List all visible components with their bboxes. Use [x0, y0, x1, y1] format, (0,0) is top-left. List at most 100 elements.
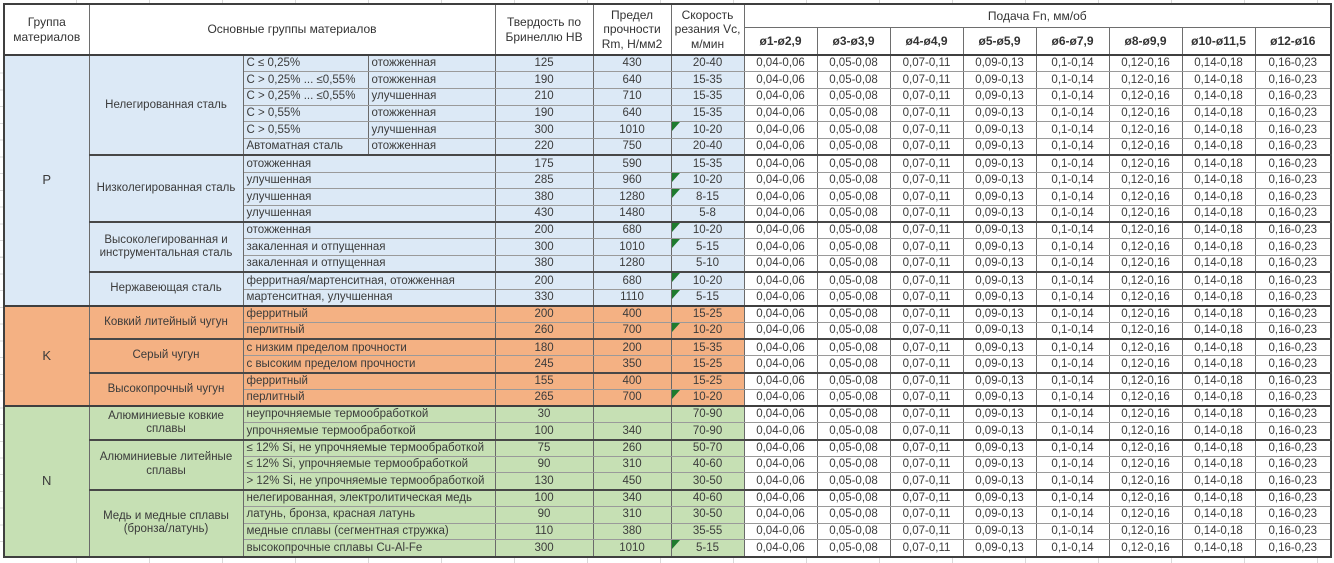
feed-value-cell[interactable]: 0,1-0,14 — [1035, 472, 1110, 491]
feed-value-cell[interactable]: 0,14-0,18 — [1181, 438, 1256, 457]
feed-value-cell[interactable]: 0,05-0,08 — [816, 138, 891, 156]
feed-value-cell[interactable]: 0,16-0,23 — [1254, 171, 1332, 190]
col-header-feed[interactable]: Подача Fn, мм/об — [743, 3, 1332, 28]
feed-value-cell[interactable]: 0,04-0,06 — [743, 54, 818, 73]
feed-value-cell[interactable]: 0,1-0,14 — [1035, 505, 1110, 524]
material-desc-cell[interactable]: ≤ 12% Si, упрочняемые термообработкой — [242, 455, 496, 474]
feed-value-cell[interactable]: 0,09-0,13 — [962, 388, 1037, 407]
feed-value-cell[interactable]: 0,09-0,13 — [962, 221, 1037, 240]
feed-value-cell[interactable]: 0,14-0,18 — [1181, 104, 1256, 123]
feed-value-cell[interactable]: 0,1-0,14 — [1035, 71, 1110, 89]
feed-value-cell[interactable]: 0,07-0,11 — [889, 104, 964, 123]
feed-value-cell[interactable]: 0,04-0,06 — [743, 405, 818, 424]
feed-value-cell[interactable]: 0,05-0,08 — [816, 405, 891, 424]
diameter-column-header[interactable]: ø8-ø9,9 — [1108, 26, 1183, 56]
feed-value-cell[interactable]: 0,09-0,13 — [962, 304, 1037, 323]
hardness-value-cell[interactable]: 90 — [494, 505, 594, 524]
speed-value-cell[interactable]: 5-15 — [670, 288, 745, 307]
material-desc-cell[interactable]: с низким пределом прочности — [242, 338, 496, 357]
material-desc-cell[interactable]: упрочняемые термообработкой — [242, 422, 496, 441]
feed-value-cell[interactable]: 0,12-0,16 — [1108, 238, 1183, 257]
feed-value-cell[interactable]: 0,05-0,08 — [816, 171, 891, 190]
hardness-value-cell[interactable]: 75 — [494, 438, 594, 457]
feed-value-cell[interactable]: 0,04-0,06 — [743, 255, 818, 273]
feed-value-cell[interactable]: 0,16-0,23 — [1254, 288, 1332, 307]
strength-value-cell[interactable]: 1480 — [592, 204, 672, 223]
feed-value-cell[interactable]: 0,04-0,06 — [743, 455, 818, 474]
feed-value-cell[interactable]: 0,05-0,08 — [816, 104, 891, 123]
material-desc-cell[interactable]: медные сплавы (сегментная стружка) — [242, 522, 496, 541]
hardness-value-cell[interactable]: 245 — [494, 355, 594, 374]
feed-value-cell[interactable]: 0,07-0,11 — [889, 121, 964, 140]
feed-value-cell[interactable]: 0,04-0,06 — [743, 138, 818, 156]
strength-value-cell[interactable]: 350 — [592, 355, 672, 374]
material-desc-cell[interactable]: ферритный — [242, 304, 496, 323]
feed-value-cell[interactable]: 0,05-0,08 — [816, 288, 891, 307]
hardness-value-cell[interactable]: 380 — [494, 188, 594, 206]
feed-value-cell[interactable]: 0,05-0,08 — [816, 154, 891, 173]
speed-value-cell[interactable]: 30-50 — [670, 505, 745, 524]
strength-value-cell[interactable]: 1010 — [592, 121, 672, 140]
hardness-value-cell[interactable]: 180 — [494, 338, 594, 357]
feed-value-cell[interactable]: 0,05-0,08 — [816, 422, 891, 441]
feed-value-cell[interactable]: 0,14-0,18 — [1181, 388, 1256, 407]
feed-value-cell[interactable]: 0,09-0,13 — [962, 87, 1037, 106]
feed-value-cell[interactable]: 0,05-0,08 — [816, 121, 891, 140]
feed-value-cell[interactable]: 0,14-0,18 — [1181, 204, 1256, 223]
feed-value-cell[interactable]: 0,16-0,23 — [1254, 388, 1332, 407]
col-header-material-group[interactable]: Группа материалов — [3, 3, 90, 56]
hardness-value-cell[interactable]: 200 — [494, 271, 594, 290]
speed-value-cell[interactable]: 15-25 — [670, 355, 745, 374]
feed-value-cell[interactable]: 0,12-0,16 — [1108, 87, 1183, 106]
speed-value-cell[interactable]: 10-20 — [670, 271, 745, 290]
feed-value-cell[interactable]: 0,1-0,14 — [1035, 405, 1110, 424]
feed-value-cell[interactable]: 0,14-0,18 — [1181, 371, 1256, 390]
feed-value-cell[interactable]: 0,16-0,23 — [1254, 455, 1332, 474]
feed-value-cell[interactable]: 0,04-0,06 — [743, 171, 818, 190]
feed-value-cell[interactable]: 0,09-0,13 — [962, 422, 1037, 441]
material-desc-cell[interactable]: мартенситная, улучшенная — [242, 288, 496, 307]
subgroup-name-cell[interactable]: Алюминиевые литейные сплавы — [88, 438, 244, 491]
feed-value-cell[interactable]: 0,07-0,11 — [889, 238, 964, 257]
hardness-value-cell[interactable]: 100 — [494, 488, 594, 507]
feed-value-cell[interactable]: 0,04-0,06 — [743, 204, 818, 223]
feed-value-cell[interactable]: 0,14-0,18 — [1181, 171, 1256, 190]
feed-value-cell[interactable]: 0,12-0,16 — [1108, 54, 1183, 73]
speed-value-cell[interactable]: 15-35 — [670, 338, 745, 357]
feed-value-cell[interactable]: 0,14-0,18 — [1181, 472, 1256, 491]
speed-value-cell[interactable]: 15-35 — [670, 71, 745, 89]
feed-value-cell[interactable]: 0,07-0,11 — [889, 288, 964, 307]
speed-value-cell[interactable]: 15-25 — [670, 371, 745, 390]
speed-value-cell[interactable]: 10-20 — [670, 221, 745, 240]
feed-value-cell[interactable]: 0,12-0,16 — [1108, 355, 1183, 374]
hardness-value-cell[interactable]: 125 — [494, 54, 594, 73]
feed-value-cell[interactable]: 0,12-0,16 — [1108, 422, 1183, 441]
feed-value-cell[interactable]: 0,1-0,14 — [1035, 87, 1110, 106]
feed-value-cell[interactable]: 0,1-0,14 — [1035, 238, 1110, 257]
speed-value-cell[interactable]: 5-15 — [670, 539, 745, 558]
material-desc-cell[interactable]: нелегированная, электролитическая медь — [242, 488, 496, 507]
strength-value-cell[interactable] — [592, 405, 672, 424]
feed-value-cell[interactable]: 0,14-0,18 — [1181, 405, 1256, 424]
feed-value-cell[interactable]: 0,1-0,14 — [1035, 138, 1110, 156]
feed-value-cell[interactable]: 0,07-0,11 — [889, 71, 964, 89]
group-code-cell[interactable]: K — [3, 304, 90, 407]
feed-value-cell[interactable]: 0,07-0,11 — [889, 488, 964, 507]
speed-value-cell[interactable]: 20-40 — [670, 54, 745, 73]
feed-value-cell[interactable]: 0,16-0,23 — [1254, 405, 1332, 424]
material-desc-cell[interactable]: закаленная и отпущенная — [242, 238, 496, 257]
material-desc-cell[interactable]: улучшенная — [242, 204, 496, 223]
feed-value-cell[interactable]: 0,12-0,16 — [1108, 154, 1183, 173]
feed-value-cell[interactable]: 0,16-0,23 — [1254, 87, 1332, 106]
subgroup-name-cell[interactable]: Высокопрочный чугун — [88, 371, 244, 407]
feed-value-cell[interactable]: 0,07-0,11 — [889, 522, 964, 541]
hardness-value-cell[interactable]: 100 — [494, 422, 594, 441]
feed-value-cell[interactable]: 0,1-0,14 — [1035, 539, 1110, 558]
feed-value-cell[interactable]: 0,12-0,16 — [1108, 522, 1183, 541]
feed-value-cell[interactable]: 0,16-0,23 — [1254, 371, 1332, 390]
feed-value-cell[interactable]: 0,05-0,08 — [816, 472, 891, 491]
feed-value-cell[interactable]: 0,05-0,08 — [816, 322, 891, 340]
feed-value-cell[interactable]: 0,14-0,18 — [1181, 522, 1256, 541]
material-desc-cell[interactable]: > 12% Si, не упрочняемые термообработкой — [242, 472, 496, 491]
strength-value-cell[interactable]: 200 — [592, 338, 672, 357]
